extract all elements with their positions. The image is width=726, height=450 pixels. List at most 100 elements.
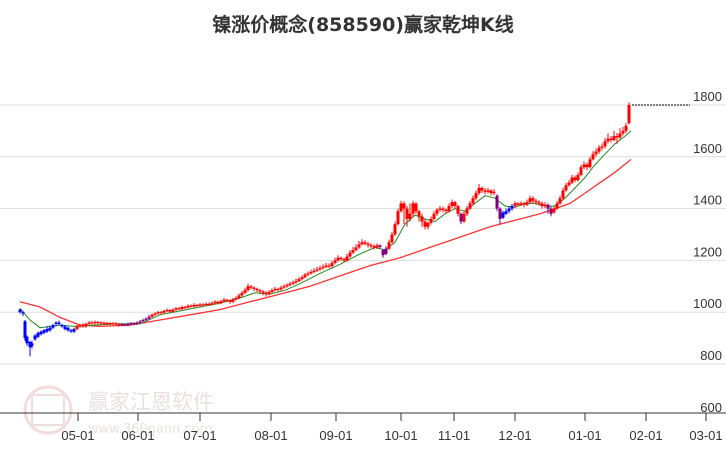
candle-body (264, 292, 268, 295)
candle-body (465, 208, 469, 214)
candle-body (192, 304, 196, 307)
candle-body (39, 331, 43, 335)
candle-body (228, 300, 232, 302)
x-tick-label: 09-01 (319, 428, 352, 443)
candle-body (93, 322, 97, 324)
candle-body (603, 141, 607, 147)
candle-body (108, 323, 112, 325)
x-tick-label: 06-01 (121, 428, 154, 443)
x-tick-label: 05-01 (61, 428, 94, 443)
candle-body (378, 245, 382, 247)
candle-body (180, 307, 184, 310)
candle-body (558, 198, 562, 204)
y-tick-label: 1400 (693, 193, 722, 208)
candle-body (429, 218, 433, 223)
x-tick-label: 11-01 (438, 428, 470, 443)
candle-body (168, 310, 172, 312)
candle-body (312, 270, 316, 273)
candle-body (156, 312, 160, 314)
candle-body (399, 203, 403, 212)
candle-body (324, 265, 328, 267)
candle-body (510, 206, 514, 209)
candle-body (339, 257, 343, 260)
x-axis: 05-01 06-01 07-01 08-01 09-01 10-01 11-01 12-01… (0, 412, 726, 443)
candle-body (57, 322, 61, 324)
candle-body (531, 198, 535, 201)
candle-body (369, 244, 373, 247)
candle-body (588, 159, 592, 168)
candle-body (498, 208, 502, 219)
candle-body (258, 290, 262, 292)
candle-body (105, 323, 109, 325)
candle-body (234, 297, 238, 300)
candle-body (450, 202, 454, 207)
candle-body (99, 322, 103, 324)
candle-body (423, 221, 427, 227)
candle-body (411, 203, 415, 214)
candle-body (459, 213, 463, 222)
candle-body (96, 322, 100, 324)
candle-body (435, 209, 439, 214)
candle-body (513, 203, 517, 207)
candle-body (375, 245, 379, 248)
candle-body (111, 323, 115, 325)
candle-body (570, 177, 574, 183)
candle-body (480, 187, 484, 191)
x-tick-label: 07-01 (183, 428, 216, 443)
candle-body (45, 329, 49, 332)
candle-body (444, 209, 448, 212)
candle-body (462, 213, 466, 222)
candle-body (552, 208, 556, 213)
candle-body (309, 272, 313, 274)
candle-body (501, 212, 505, 218)
candle-body (267, 291, 271, 295)
candle-body (126, 323, 130, 326)
candle-body (624, 125, 628, 131)
candle-body (609, 138, 613, 140)
candle-body (330, 262, 334, 267)
candle-body (360, 242, 364, 245)
candle-body (300, 277, 304, 280)
candle-body (495, 195, 499, 209)
y-tick-label: 1800 (693, 89, 722, 104)
candle-body (153, 313, 157, 315)
candle-body (273, 288, 277, 291)
ma-long-path (19, 158, 632, 328)
candle-body (216, 301, 220, 304)
candle-body (384, 248, 388, 254)
candle-body (591, 154, 595, 160)
candle-body (249, 286, 253, 288)
candle-body (597, 147, 601, 152)
candle-body (393, 224, 397, 235)
candle-body (303, 274, 307, 278)
candle-body (537, 202, 541, 204)
candle-body (51, 325, 55, 328)
candle-body (456, 206, 460, 214)
candle-body (318, 268, 322, 270)
candle-body (582, 164, 586, 168)
candle-body (129, 323, 133, 325)
candle-body (606, 138, 610, 142)
candle-body (252, 287, 256, 289)
candle-body (189, 305, 193, 307)
candle-body (147, 316, 151, 319)
ma-short-path (19, 130, 632, 329)
candle-body (102, 322, 106, 324)
candle-body (453, 202, 457, 207)
candle-body (174, 308, 178, 310)
candle-body (288, 283, 292, 286)
candle-body (81, 325, 85, 327)
candle-body (417, 211, 421, 217)
candle-body (342, 259, 346, 261)
candle-body (42, 330, 46, 333)
candle-body (354, 247, 358, 251)
candle-body (543, 204, 547, 207)
candle-body (555, 203, 559, 209)
y-axis-labels: 600 800 1000 1200 1400 1600 1800 (693, 89, 722, 415)
candle-body (534, 200, 538, 203)
candle-body (285, 285, 289, 287)
x-tick-label: 12-01 (498, 428, 531, 443)
candle-body (25, 336, 29, 344)
candle-body (486, 190, 490, 192)
candle-body (282, 286, 286, 288)
